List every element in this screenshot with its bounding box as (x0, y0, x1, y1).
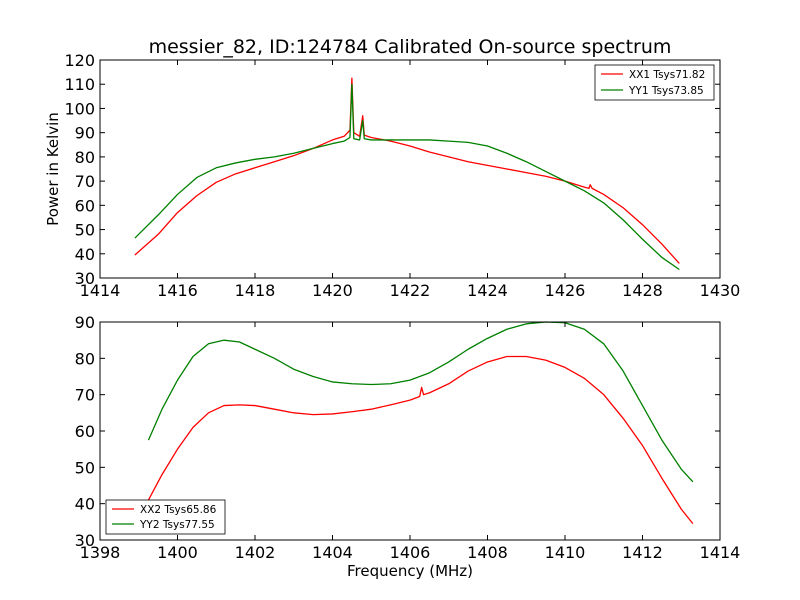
y-tick-label: 50 (75, 221, 95, 240)
y-tick-label: 110 (64, 75, 95, 94)
x-tick-label: 1422 (390, 281, 431, 300)
legend-box (594, 64, 715, 101)
plot-frame (99, 321, 721, 541)
x-tick-label: 1420 (312, 281, 353, 300)
y-tick-label: 70 (75, 386, 95, 405)
x-tick-label: 1398 (80, 543, 121, 562)
y-tick-label: 80 (75, 349, 95, 368)
legend: XX1 Tsys71.82 YY1 Tsys73.85 (594, 64, 715, 101)
x-tick-label: 1400 (157, 543, 198, 562)
legend-label-yy2: YY2 Tsys77.55 (139, 519, 215, 531)
legend-label-xx2: XX2 Tsys65.86 (140, 504, 217, 516)
x-tick-label: 1406 (390, 543, 431, 562)
chart-title: messier_82, ID:124784 Calibrated On-sour… (149, 36, 672, 58)
y-tick-label: 100 (64, 99, 95, 118)
x-tick-label: 1428 (622, 281, 663, 300)
x-tick-label: 1414 (80, 281, 121, 300)
legend: XX2 Tsys65.86 YY2 Tsys77.55 (105, 499, 226, 535)
y-axis-label: Power in Kelvin (44, 112, 62, 226)
x-tick-label: 1426 (545, 281, 586, 300)
y-tick-label: 60 (75, 422, 95, 441)
y-tick-label: 30 (75, 531, 95, 550)
x-axis-label: Frequency (MHz) (347, 562, 473, 580)
legend-box (105, 499, 226, 535)
legend-label-xx1: XX1 Tsys71.82 (629, 69, 705, 81)
y-tick-label: 80 (75, 148, 95, 167)
series-line-yy2 (147, 321, 694, 483)
y-tick-label: 90 (75, 124, 95, 143)
y-tick-label: 30 (75, 269, 95, 288)
x-tick-label: 1408 (467, 543, 508, 562)
y-tick-label: 40 (75, 495, 95, 514)
x-tick-label: 1412 (622, 543, 663, 562)
top-chart: messier_82, ID:124784 Calibrated On-sour… (44, 36, 740, 300)
y-tick-label: 90 (75, 313, 95, 332)
x-tick-label: 1430 (700, 281, 741, 300)
x-tick-label: 1410 (545, 543, 586, 562)
legend-label-yy1: YY1 Tsys73.85 (628, 85, 704, 97)
y-tick-label: 120 (64, 51, 95, 70)
x-tick-label: 1404 (312, 543, 353, 562)
y-tick-label: 60 (75, 196, 95, 215)
x-tick-label: 1418 (235, 281, 276, 300)
series-line-yy1 (134, 83, 680, 271)
series-line-xx2 (147, 355, 694, 525)
y-tick-label: 50 (75, 458, 95, 477)
plot-frame (99, 59, 721, 279)
y-tick-label: 40 (75, 245, 95, 264)
x-tick-label: 1416 (157, 281, 198, 300)
x-tick-label: 1414 (700, 543, 741, 562)
x-tick-label: 1424 (467, 281, 508, 300)
y-tick-label: 70 (75, 172, 95, 191)
bottom-chart: Frequency (MHz) 1398 1400 1402 1404 1406 1408… (75, 313, 741, 580)
x-tick-label: 1402 (235, 543, 276, 562)
